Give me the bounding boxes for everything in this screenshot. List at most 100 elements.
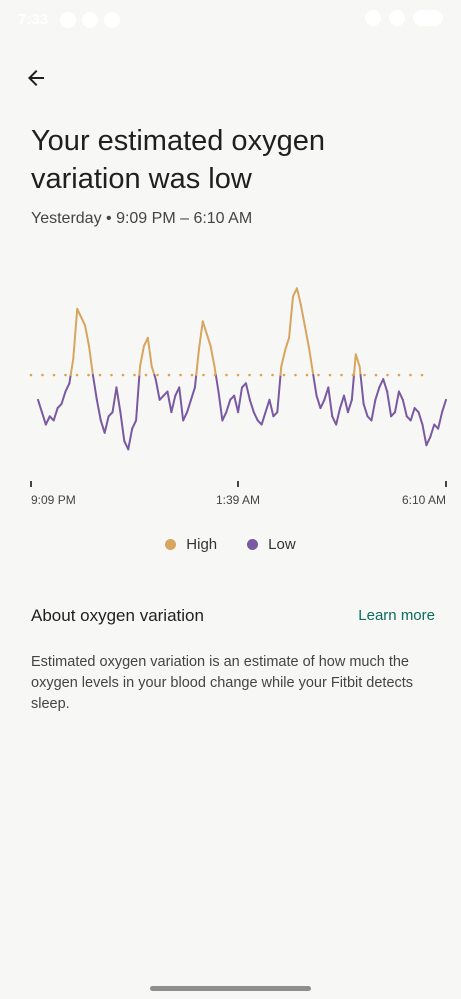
x-label-mid: 1:39 AM [216, 493, 260, 507]
line-segment-high [288, 295, 294, 339]
legend-item-low: Low [247, 536, 296, 553]
line-segment-high [139, 345, 145, 368]
baseline-dot [351, 373, 355, 377]
status-bar: 7:33 [0, 0, 461, 40]
line-segment-high [146, 336, 153, 368]
baseline-dot [156, 373, 159, 377]
line-segment-low [312, 374, 318, 397]
baseline-dot [305, 373, 309, 377]
about-description: Estimated oxygen variation is an estimat… [31, 654, 414, 712]
line-segment-low [319, 398, 326, 410]
line-segment-low [182, 411, 189, 422]
line-segment-high [354, 353, 361, 368]
line-segment-low [343, 394, 349, 414]
line-segment-high [213, 365, 217, 376]
baseline-dot [248, 373, 251, 377]
line-segment-low [119, 411, 126, 443]
line-segment-high [295, 287, 302, 306]
line-segment-low [264, 398, 271, 414]
line-segment-low [60, 390, 67, 405]
line-segment-low [252, 411, 259, 422]
date-range: Yesterday • 9:09 PM – 6:10 AM [31, 210, 253, 227]
back-arrow-icon [28, 70, 44, 86]
line-segment-high [84, 324, 90, 348]
line-segment-low [350, 374, 355, 401]
line-segment-low [248, 398, 255, 414]
line-segment-low [95, 398, 102, 422]
line-segment-low [335, 407, 342, 426]
legend-label-low: Low [268, 536, 296, 553]
line-segment-high [72, 307, 79, 360]
line-segment-low [190, 386, 196, 401]
line-segment-high [88, 345, 94, 376]
baseline-dot [87, 373, 90, 377]
baseline-dot [420, 373, 424, 377]
baseline-dot [121, 373, 125, 377]
line-segment-low [437, 411, 444, 430]
baseline-dot [213, 373, 217, 377]
baseline-dot [374, 373, 378, 377]
line-segment-low [225, 398, 232, 414]
line-segment-low [214, 374, 220, 393]
line-segment-low [131, 419, 138, 430]
line-segment-low [370, 398, 377, 422]
line-segment-low [111, 386, 118, 414]
baseline-dot [317, 373, 320, 377]
oxygen-variation-chart: 9:09 PM 1:39 AM 6:10 AM [0, 270, 461, 520]
baseline-dot [133, 373, 136, 377]
line-segment-low [397, 390, 404, 401]
baseline-dot [29, 373, 33, 377]
line-segment-low [40, 411, 47, 426]
line-segment-high [284, 336, 291, 352]
learn-more-link[interactable]: Learn more [358, 607, 435, 624]
page-title: Your estimated oxygen variation was low [31, 125, 325, 195]
line-segment-high [299, 303, 306, 327]
line-segment-low [135, 374, 141, 422]
baseline-dot [340, 373, 343, 377]
legend-label-high: High [186, 536, 218, 553]
line-segment-low [441, 398, 447, 414]
baseline-dot [363, 373, 366, 377]
home-indicator[interactable] [150, 986, 311, 991]
battery-icon [413, 10, 443, 26]
line-segment-low [103, 415, 110, 434]
baseline-dot [41, 373, 44, 377]
chart-svg: 9:09 PM 1:39 AM 6:10 AM [29, 287, 447, 507]
wifi-icon [389, 10, 405, 26]
line-segment-low [425, 435, 432, 447]
line-segment-low [64, 382, 71, 393]
line-segment-low [429, 423, 436, 438]
line-segment-low [421, 423, 428, 447]
line-segment-low [374, 386, 381, 401]
baseline-dot [190, 373, 194, 377]
baseline-dot [110, 373, 113, 377]
line-segment-high [201, 320, 208, 335]
line-segment-low [237, 386, 243, 414]
notification-icon [60, 12, 76, 28]
back-button[interactable] [18, 60, 54, 96]
line-segment-low [166, 390, 173, 414]
line-segment-high [352, 353, 357, 376]
line-segment-low [315, 394, 322, 410]
baseline-dot [179, 373, 182, 377]
line-segment-low [217, 390, 224, 422]
low-dot-icon [247, 539, 259, 550]
line-segment-low [401, 398, 408, 418]
notification-icons [60, 12, 120, 28]
line-segment-low [346, 398, 353, 414]
line-segment-low [68, 374, 72, 385]
line-segment-low [193, 374, 198, 389]
x-label-start: 9:09 PM [31, 493, 76, 507]
baseline-dot [98, 373, 102, 377]
line-segment-low [44, 415, 51, 426]
line-segment-low [154, 378, 161, 401]
baseline-dot [386, 373, 389, 377]
line-segment-low [115, 386, 122, 414]
line-segment-low [233, 394, 240, 414]
high-dot-icon [165, 539, 177, 550]
line-segment-low [378, 378, 385, 389]
line-segment-low [394, 390, 400, 414]
status-time: 7:33 [18, 11, 49, 28]
baseline-dot [202, 373, 205, 377]
about-heading: About oxygen variation [31, 606, 204, 625]
